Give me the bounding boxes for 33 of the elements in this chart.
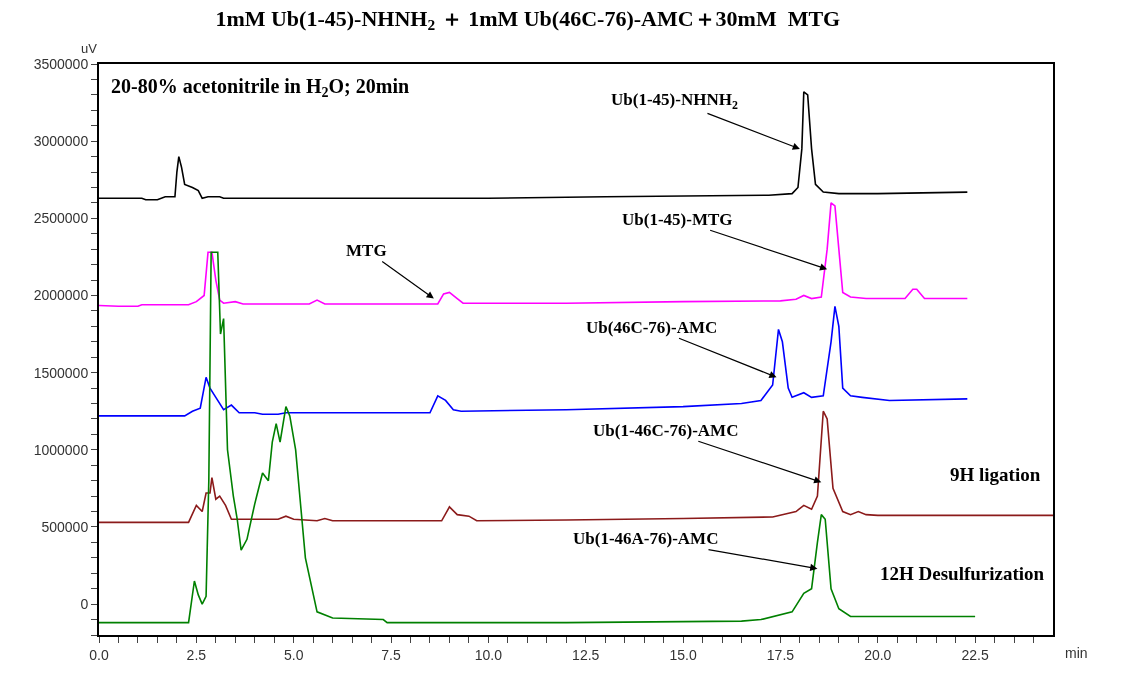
x-tick-label: 22.5 <box>961 646 989 663</box>
annotation: Ub(1-46C-76)-AMC <box>593 421 739 440</box>
series-label: 9H ligation <box>950 464 1041 485</box>
annotation: Ub(46C-76)-AMC <box>586 318 718 337</box>
line-series <box>99 202 969 308</box>
y-tick-label: 1500000 <box>33 364 89 381</box>
y-tick-label: 0 <box>80 596 89 613</box>
annotation: MTG <box>346 241 387 260</box>
x-tick-label: 7.5 <box>381 646 401 663</box>
x-tick-label: 0.0 <box>89 646 109 663</box>
annotation: Ub(1-45)-NHNH$_{2}$ <box>611 90 738 112</box>
y-axis-title: uV <box>81 41 98 56</box>
x-tick-label: 12.5 <box>572 646 600 663</box>
y-tick-label: 3000000 <box>33 133 89 150</box>
x-tick-label: 5.0 <box>283 646 304 663</box>
x-tick-label: 20.0 <box>864 646 892 663</box>
x-tick-label: 10.0 <box>474 646 503 663</box>
x-tick-label: 15.0 <box>669 646 697 663</box>
y-tick-label: 2500000 <box>33 210 89 227</box>
annotation: Ub(1-46A-76)-AMC <box>573 529 719 548</box>
line-series <box>99 305 969 417</box>
annotation: 20-80% acetonitrile in H$_{2}$O; 20min <box>111 75 410 101</box>
chart-title: 1mM Ub(1-45)-NHNH$_{2}$ ＋ 1mM Ub(46C-76)-AMC＋30mM MTG <box>215 5 841 34</box>
y-tick-label: 500000 <box>41 518 89 535</box>
y-tick-label: 3500000 <box>33 55 89 72</box>
annotation: Ub(1-45)-MTG <box>622 210 733 229</box>
x-tick-label: 2.5 <box>186 646 207 663</box>
y-tick-label: 1000000 <box>33 441 89 458</box>
x-tick-label: 17.5 <box>766 646 795 663</box>
line-series <box>99 410 1053 524</box>
series-label: 12H Desulfurization <box>880 563 1045 584</box>
x-axis-title: min <box>1065 645 1088 661</box>
y-tick-label: 2000000 <box>33 287 89 304</box>
